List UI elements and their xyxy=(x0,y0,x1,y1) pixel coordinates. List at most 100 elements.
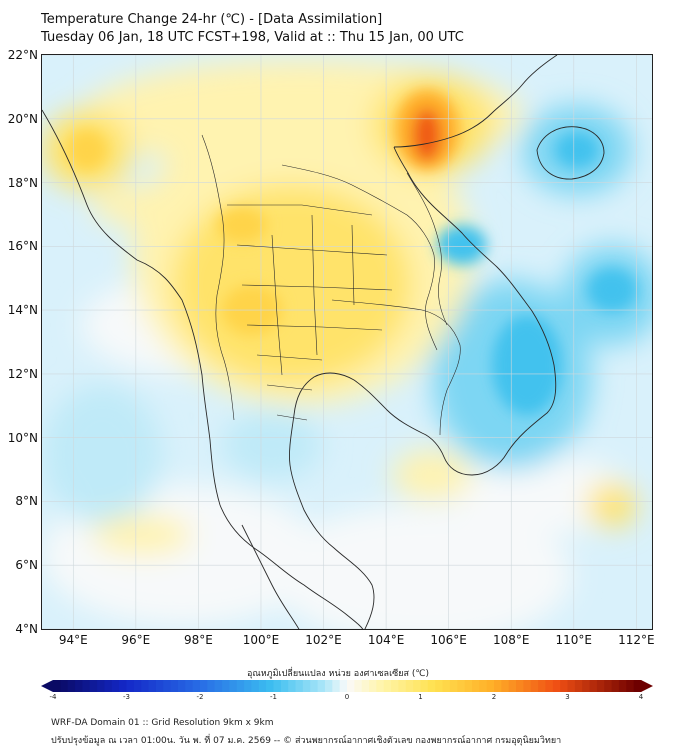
field-deepblue xyxy=(555,132,599,168)
colorbar-cell xyxy=(295,680,304,692)
border-vietnam-laos xyxy=(406,172,448,326)
lat-tick-label: 20°N xyxy=(7,111,38,126)
coastline-hainan xyxy=(536,126,605,180)
field-yellow xyxy=(587,483,637,527)
colorbar-cell xyxy=(361,680,370,692)
colorbar-cell xyxy=(398,680,407,692)
colorbar xyxy=(41,680,653,692)
colorbar-cell xyxy=(552,680,561,692)
lat-tick-label: 4°N xyxy=(15,622,38,636)
field-gold xyxy=(67,130,107,170)
field-lightblue xyxy=(222,410,322,480)
colorbar-cell xyxy=(82,680,91,692)
colorbar-title: อุณหภูมิเปลี่ยนแปลง หน่วย องศาเซลเซียส (… xyxy=(246,669,430,679)
lat-tick-label: 14°N xyxy=(7,303,38,318)
field-gold xyxy=(217,207,267,243)
colorbar-cell xyxy=(354,680,363,692)
colorbar-cell xyxy=(251,680,260,692)
colorbar-cell xyxy=(618,680,627,692)
colorbar-cell xyxy=(420,680,429,692)
colorbar-cell xyxy=(126,680,135,692)
colorbar-cell xyxy=(582,680,591,692)
colorbar-cell xyxy=(427,680,436,692)
field-yellow xyxy=(92,185,172,225)
colorbar-cell xyxy=(391,680,399,692)
lat-tick-label: 18°N xyxy=(7,175,38,190)
colorbar-tick-label: -3 xyxy=(123,693,130,701)
colorbar-cell xyxy=(266,680,274,692)
map-title: Temperature Change 24-hr (℃) - [Data Ass… xyxy=(41,12,383,27)
colorbar-extend-low xyxy=(41,680,53,692)
colorbar-cell xyxy=(589,680,598,692)
colorbar-cell xyxy=(170,680,179,692)
lon-tick-label: 112°E xyxy=(618,633,655,647)
colorbar-cell xyxy=(119,680,127,692)
colorbar-cell xyxy=(347,680,355,692)
colorbar-cell xyxy=(545,680,554,692)
colorbar-cell xyxy=(435,680,444,692)
colorbar-cell xyxy=(177,680,186,692)
colorbar-cell xyxy=(457,680,466,692)
coastline-north-vietnam xyxy=(393,55,558,148)
border-laos xyxy=(281,164,438,351)
field-deepblue xyxy=(587,268,637,312)
colorbar-cell xyxy=(560,680,568,692)
lon-tick-label: 94°E xyxy=(58,633,88,647)
map-subtitle: Tuesday 06 Jan, 18 UTC FCST+198, Valid a… xyxy=(41,30,464,45)
lon-tick-label: 106°E xyxy=(430,633,467,647)
colorbar-cell xyxy=(104,680,113,692)
colorbar-cell xyxy=(310,680,319,692)
graticule xyxy=(42,55,652,629)
coastlines xyxy=(42,55,605,629)
colorbar-cell xyxy=(244,680,252,692)
colorbar-cell xyxy=(273,680,282,692)
colorbar-cell xyxy=(464,680,473,692)
colorbar-cell xyxy=(317,680,326,692)
colorbar-tick-label: 1 xyxy=(418,693,423,701)
lon-tick-label: 102°E xyxy=(305,633,342,647)
colorbar-cell xyxy=(236,680,245,692)
colorbar-tick-label: 2 xyxy=(491,693,497,701)
colorbar-cell xyxy=(633,680,642,692)
lon-tick-label: 98°E xyxy=(183,633,213,647)
colorbar-cell xyxy=(523,680,532,692)
field-lightblue xyxy=(42,385,162,525)
field-neutral xyxy=(272,505,572,629)
colorbar-cell xyxy=(449,680,458,692)
colorbar-cell xyxy=(383,680,392,692)
colorbar-cell xyxy=(376,680,385,692)
field-red xyxy=(413,109,441,161)
colorbar-cell xyxy=(369,680,377,692)
lon-tick-label: 100°E xyxy=(242,633,280,647)
colorbar-cell xyxy=(222,680,230,692)
field-yellow xyxy=(392,450,472,500)
colorbar-cell xyxy=(302,680,311,692)
colorbar-cell xyxy=(339,680,348,692)
colorbar-cell xyxy=(75,680,83,692)
colorbar-cell xyxy=(486,680,495,692)
colorbar-cell xyxy=(479,680,488,692)
country-borders xyxy=(201,134,461,436)
colorbar-cell xyxy=(53,680,61,692)
colorbar-cell xyxy=(229,680,238,692)
colorbar-cell xyxy=(163,680,172,692)
colorbar-cell xyxy=(185,680,194,692)
colorbar-cell xyxy=(530,680,539,692)
colorbar-tick-label: -4 xyxy=(49,693,57,701)
coastline-myanmar-thai-west xyxy=(42,109,364,629)
colorbar-cell xyxy=(626,680,635,692)
colorbar-cell xyxy=(611,680,620,692)
colorbar-cell xyxy=(133,680,142,692)
lat-tick-label: 12°N xyxy=(7,366,38,381)
colorbar-cell xyxy=(67,680,76,692)
field-neutral xyxy=(452,455,632,535)
colorbar-cell xyxy=(405,680,414,692)
field-yellow xyxy=(92,515,192,555)
colorbar-cell xyxy=(501,680,510,692)
border-thai-myanmar xyxy=(201,134,235,421)
colorbar-cell xyxy=(280,680,289,692)
colorbar-cell xyxy=(207,680,216,692)
border-cambodia xyxy=(331,299,461,436)
map-panel[interactable] xyxy=(41,54,653,630)
colorbar-extend-high xyxy=(641,680,653,692)
